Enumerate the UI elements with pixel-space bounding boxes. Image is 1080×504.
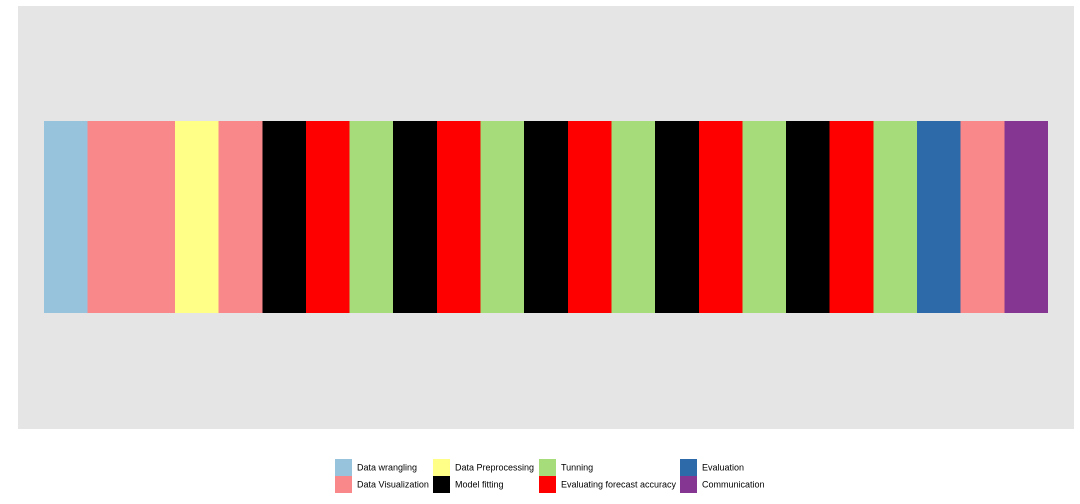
legend-label: Data wrangling bbox=[357, 462, 417, 472]
segment bbox=[393, 121, 437, 313]
legend-key bbox=[680, 459, 697, 476]
legend-key bbox=[335, 476, 352, 493]
segment bbox=[567, 121, 612, 313]
segment bbox=[1004, 121, 1048, 313]
segment bbox=[742, 121, 787, 313]
segment bbox=[480, 121, 525, 313]
segment bbox=[611, 121, 656, 313]
legend-key bbox=[433, 476, 450, 493]
segment bbox=[436, 121, 481, 313]
legend-label: Data Visualization bbox=[357, 479, 429, 489]
segment bbox=[698, 121, 743, 313]
legend-key bbox=[539, 476, 556, 493]
segment bbox=[829, 121, 874, 313]
segment bbox=[873, 121, 918, 313]
legend-key bbox=[335, 459, 352, 476]
segment bbox=[174, 121, 219, 313]
segment bbox=[524, 121, 568, 313]
segment bbox=[349, 121, 394, 313]
segment bbox=[655, 121, 699, 313]
legend-label: Communication bbox=[702, 479, 765, 489]
legend-label: Evaluation bbox=[702, 462, 744, 472]
segment bbox=[305, 121, 350, 313]
segment bbox=[87, 121, 175, 313]
segment bbox=[44, 121, 88, 313]
legend-key bbox=[680, 476, 697, 493]
legend-label: Evaluating forecast accuracy bbox=[561, 479, 677, 489]
legend-label: Tunning bbox=[561, 462, 593, 472]
legend-label: Model fitting bbox=[455, 479, 504, 489]
legend-key bbox=[539, 459, 556, 476]
legend-label: Data Preprocessing bbox=[455, 462, 534, 472]
segment bbox=[786, 121, 830, 313]
segment bbox=[960, 121, 1005, 313]
legend-key bbox=[433, 459, 450, 476]
segment bbox=[262, 121, 306, 313]
segment bbox=[917, 121, 961, 313]
segment bbox=[218, 121, 263, 313]
